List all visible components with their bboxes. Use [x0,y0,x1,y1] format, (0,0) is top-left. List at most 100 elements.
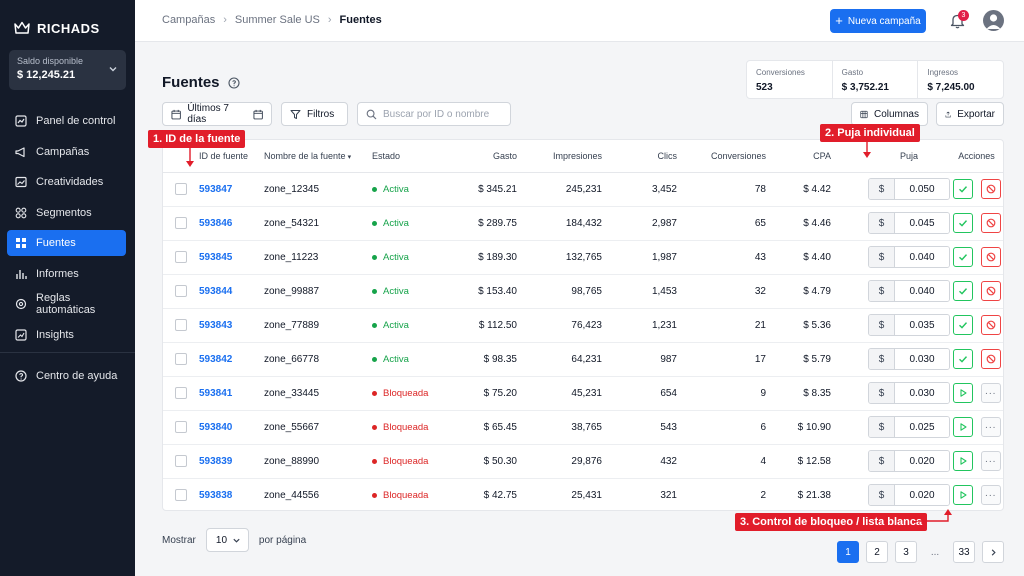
cpa-value: $ 5.79 [766,342,831,377]
row-checkbox[interactable] [175,455,187,467]
page-button[interactable]: 2 [866,541,888,563]
source-id-link[interactable]: 593841 [199,387,233,399]
whitelist-button[interactable] [952,213,973,233]
bid-input[interactable] [895,485,949,506]
page-ellipsis: ... [930,546,940,558]
whitelist-button[interactable] [952,247,973,267]
more-options-button[interactable]: ··· [980,485,1001,506]
brand[interactable]: RICHADS [0,0,135,42]
columns-button[interactable]: Columnas [851,102,928,126]
header-impressions[interactable]: Impresiones [517,140,602,173]
bid-input[interactable] [895,451,949,471]
more-options-button[interactable]: ··· [980,383,1001,403]
sidebar-item-auto-rules[interactable]: Reglas automáticas [7,291,126,317]
new-campaign-button[interactable]: + Nueva campaña [830,9,926,33]
unblock-button[interactable] [952,485,973,506]
source-id-link[interactable]: 593845 [199,251,233,263]
row-checkbox-cell [163,172,199,207]
sidebar-item-sources[interactable]: Fuentes [7,230,126,256]
summary-stats: Conversiones 523 Gasto $ 3,752.21 Ingres… [746,60,1004,99]
actions-cell [950,206,1003,241]
header-bid[interactable]: Puja [831,140,950,173]
breadcrumb-item-campaigns[interactable]: Campañas [162,14,216,26]
page-button[interactable]: 1 [837,541,859,563]
header-spend[interactable]: Gasto [452,140,517,173]
export-button[interactable]: Exportar [936,102,1004,126]
row-checkbox[interactable] [175,353,187,365]
source-id-link[interactable]: 593842 [199,353,233,365]
whitelist-button[interactable] [952,349,973,369]
bid-input[interactable] [895,417,949,437]
search-box[interactable] [357,102,511,126]
block-button[interactable] [980,179,1001,199]
block-button[interactable] [980,315,1001,335]
bid-input[interactable] [895,213,949,233]
unblock-button[interactable] [952,451,973,471]
header-state[interactable]: Estado [372,140,452,173]
breadcrumb-item-campaign[interactable]: Summer Sale US [234,14,320,26]
bid-input[interactable] [895,383,949,403]
whitelist-button[interactable] [952,281,973,301]
sidebar-item-reports[interactable]: Informes [7,261,126,287]
sidebar-item-segments[interactable]: Segmentos [7,200,126,226]
sidebar-item-dashboard[interactable]: Panel de control [7,108,126,134]
source-id-cell: 593846 [199,206,264,241]
header-cpa[interactable]: CPA [766,140,831,173]
search-input[interactable] [383,108,503,120]
bid-input[interactable] [895,315,949,335]
block-button[interactable] [980,281,1001,301]
table-row: 593840 zone_55667 Bloqueada $ 65.45 38,765 54… [163,410,1003,445]
bid-input[interactable] [895,281,949,301]
whitelist-button[interactable] [952,179,973,199]
row-checkbox[interactable] [175,251,187,263]
row-checkbox[interactable] [175,489,187,502]
balance-card[interactable]: Saldo disponible $ 12,245.21 [9,50,126,90]
filters-button[interactable]: Filtros [281,102,348,126]
header-conversions[interactable]: Conversiones [677,140,766,173]
block-button[interactable] [980,247,1001,267]
bid-input[interactable] [895,349,949,369]
row-checkbox[interactable] [175,319,187,331]
source-id-link[interactable]: 593846 [199,217,233,229]
sidebar-item-help[interactable]: Centro de ayuda [7,363,126,389]
date-range-picker[interactable]: Últimos 7 días [162,102,272,126]
source-id-link[interactable]: 593847 [199,183,233,195]
row-checkbox-cell [163,478,199,510]
unblock-button[interactable] [952,383,973,403]
source-id-link[interactable]: 593843 [199,319,233,331]
row-checkbox[interactable] [175,421,187,433]
unblock-button[interactable] [952,417,973,437]
page-title: Fuentes [162,74,240,91]
source-id-link[interactable]: 593839 [199,455,233,467]
header-name[interactable]: Nombre de la fuente ▾ [264,140,372,173]
source-id-link[interactable]: 593838 [199,489,233,501]
source-id-link[interactable]: 593844 [199,285,233,297]
per-page-select[interactable]: 10 [205,528,249,552]
bid-input[interactable] [895,179,949,199]
next-page-button[interactable] [982,541,1004,563]
clicks-value: 1,987 [602,240,677,275]
clicks-value: 432 [602,444,677,479]
plus-icon: + [835,13,843,28]
source-id-link[interactable]: 593840 [199,421,233,433]
sidebar-item-creatives[interactable]: Creatividades [7,169,126,195]
more-options-button[interactable]: ··· [980,451,1001,471]
avatar[interactable] [983,10,1004,31]
bid-input[interactable] [895,247,949,267]
sidebar-item-insights[interactable]: Insights [7,322,126,348]
bid-currency: $ [869,417,895,437]
sidebar-item-campaigns[interactable]: Campañas [7,139,126,165]
page-button[interactable]: 3 [895,541,917,563]
block-button[interactable] [980,349,1001,369]
row-checkbox[interactable] [175,285,187,297]
header-clicks[interactable]: Clics [602,140,677,173]
row-checkbox[interactable] [175,183,187,195]
block-button[interactable] [980,213,1001,233]
page-button[interactable]: 33 [953,541,975,563]
pagination: 1 2 3 ... 33 [837,541,1004,563]
row-checkbox[interactable] [175,387,187,399]
help-icon[interactable] [227,76,240,89]
row-checkbox[interactable] [175,217,187,229]
more-options-button[interactable]: ··· [980,417,1001,437]
whitelist-button[interactable] [952,315,973,335]
